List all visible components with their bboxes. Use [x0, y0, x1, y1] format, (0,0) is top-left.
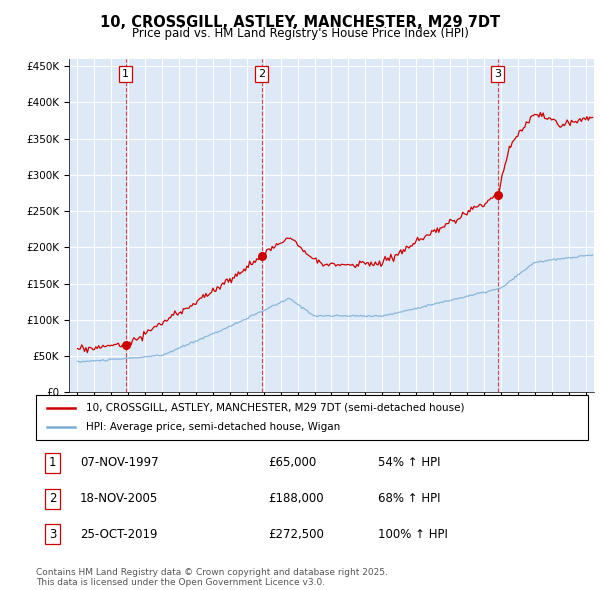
- Text: 07-NOV-1997: 07-NOV-1997: [80, 456, 159, 469]
- Text: 1: 1: [49, 456, 56, 469]
- Text: HPI: Average price, semi-detached house, Wigan: HPI: Average price, semi-detached house,…: [86, 422, 340, 432]
- Point: [493, 190, 502, 199]
- Text: £272,500: £272,500: [268, 528, 324, 541]
- Text: 2: 2: [49, 492, 56, 505]
- Text: Contains HM Land Registry data © Crown copyright and database right 2025.
This d: Contains HM Land Registry data © Crown c…: [36, 568, 388, 587]
- Text: 25-OCT-2019: 25-OCT-2019: [80, 528, 158, 541]
- Text: 18-NOV-2005: 18-NOV-2005: [80, 492, 158, 505]
- Text: 3: 3: [494, 69, 501, 79]
- Text: 2: 2: [258, 69, 265, 79]
- Point: [121, 340, 131, 350]
- Text: 100% ↑ HPI: 100% ↑ HPI: [378, 528, 448, 541]
- Text: £188,000: £188,000: [268, 492, 323, 505]
- Text: 68% ↑ HPI: 68% ↑ HPI: [378, 492, 441, 505]
- Text: £65,000: £65,000: [268, 456, 316, 469]
- Text: 10, CROSSGILL, ASTLEY, MANCHESTER, M29 7DT: 10, CROSSGILL, ASTLEY, MANCHESTER, M29 7…: [100, 15, 500, 30]
- Text: Price paid vs. HM Land Registry's House Price Index (HPI): Price paid vs. HM Land Registry's House …: [131, 27, 469, 40]
- Point: [257, 251, 266, 261]
- Text: 54% ↑ HPI: 54% ↑ HPI: [378, 456, 441, 469]
- Text: 1: 1: [122, 69, 129, 79]
- Text: 3: 3: [49, 528, 56, 541]
- Text: 10, CROSSGILL, ASTLEY, MANCHESTER, M29 7DT (semi-detached house): 10, CROSSGILL, ASTLEY, MANCHESTER, M29 7…: [86, 403, 464, 412]
